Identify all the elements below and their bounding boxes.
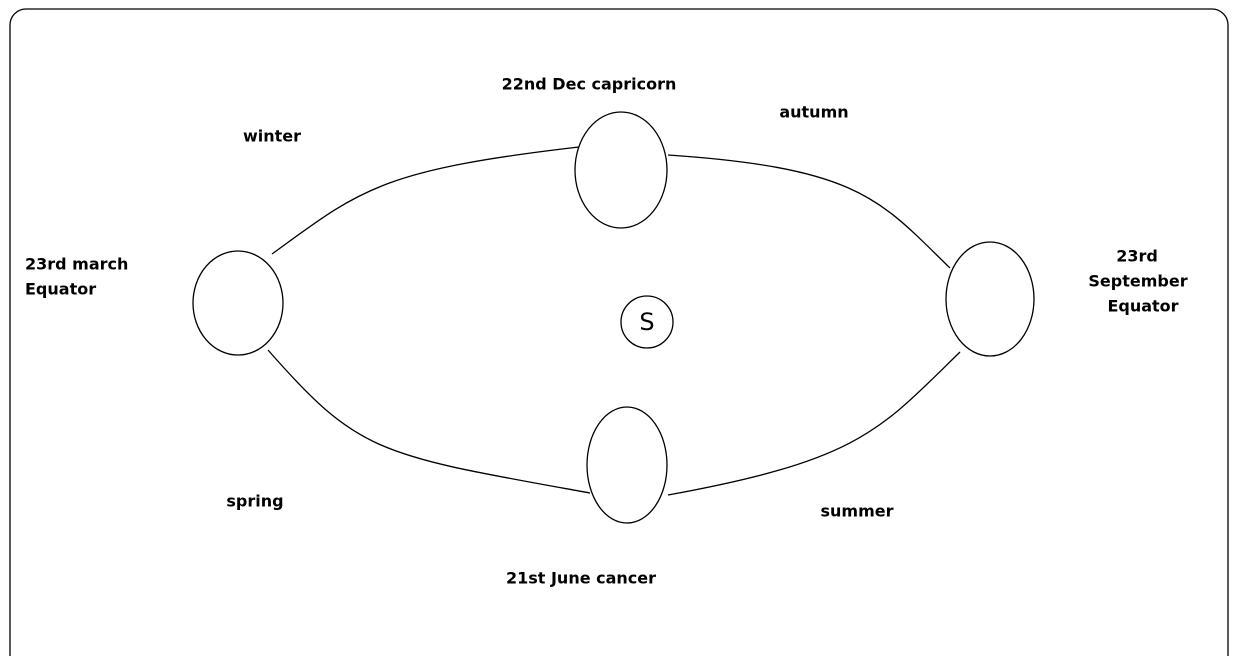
frame: [9, 8, 1229, 656]
earth-position: [192, 250, 284, 356]
orbit-path: [271, 146, 580, 255]
season-label: summer: [821, 502, 894, 521]
node-label: 22nd Dec capricorn: [502, 75, 677, 94]
earth-position: [945, 241, 1035, 357]
node-label: 23rd: [1116, 247, 1158, 266]
node-label: 23rd march: [25, 255, 128, 274]
orbit-path: [667, 351, 961, 496]
orbit-path: [667, 154, 951, 269]
earth-position: [586, 406, 668, 524]
sun: [620, 295, 674, 349]
node-label: September: [1088, 272, 1187, 291]
season-label: spring: [226, 492, 283, 511]
node-label: Equator: [1107, 297, 1178, 316]
node-label: 21st June cancer: [506, 569, 656, 588]
node-label: Equator: [25, 280, 96, 299]
orbit-path: [267, 349, 591, 494]
season-label: autumn: [779, 103, 848, 122]
sun-label: S: [639, 308, 654, 336]
earth-position: [574, 111, 668, 229]
season-label: winter: [243, 127, 301, 146]
